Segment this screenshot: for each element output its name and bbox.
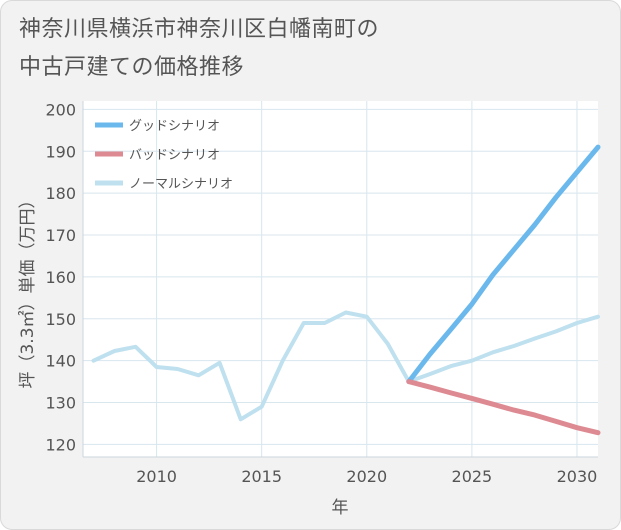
series-line-2 — [91, 310, 600, 422]
x-tick-label: 2030 — [557, 467, 598, 486]
series-line-1 — [406, 379, 601, 436]
x-tick-label: 2015 — [241, 467, 282, 486]
chart-title-line-1: 神奈川県横浜市神奈川区白幡南町の — [19, 17, 380, 42]
x-tick-label: 2025 — [452, 467, 493, 486]
y-axis-ticks: 120 130 140 150 160 170 180 190 200 — [45, 100, 76, 454]
legend-label-0: グッドシナリオ — [129, 119, 220, 134]
y-tick-label: 180 — [45, 184, 76, 203]
x-tick-label: 2020 — [346, 467, 387, 486]
y-tick-label: 150 — [45, 310, 76, 329]
y-tick-label: 120 — [45, 435, 76, 454]
y-axis-title: 坪（3.3㎡）単価（万円） — [18, 191, 38, 388]
legend-label-2: ノーマルシナリオ — [129, 177, 233, 192]
x-axis-title: 年 — [332, 498, 349, 518]
chart-title-line-2: 中古戸建ての価格推移 — [19, 55, 245, 80]
series-line-0 — [406, 144, 601, 385]
x-axis-ticks: 2010 2015 2020 2025 2030 — [136, 467, 597, 486]
x-tick-label: 2010 — [136, 467, 177, 486]
y-tick-label: 190 — [45, 142, 76, 161]
y-tick-label: 170 — [45, 226, 76, 245]
chart-title: 神奈川県横浜市神奈川区白幡南町の 中古戸建ての価格推移 — [19, 11, 379, 87]
y-tick-label: 140 — [45, 352, 76, 371]
legend-label-1: バッドシナリオ — [129, 148, 220, 163]
y-tick-label: 130 — [45, 394, 76, 413]
series-lines — [91, 144, 601, 436]
grid-lines — [82, 101, 598, 458]
y-tick-label: 160 — [45, 268, 76, 287]
plot-area — [83, 101, 598, 457]
y-tick-label: 200 — [45, 100, 76, 119]
